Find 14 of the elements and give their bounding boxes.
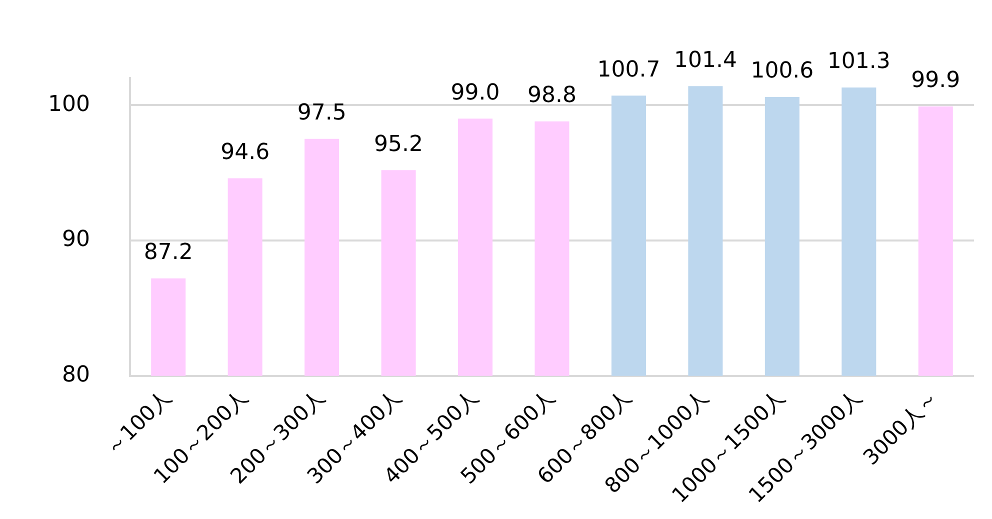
data-label: 87.2 <box>144 240 193 266</box>
data-label: 97.5 <box>297 100 346 126</box>
y-tick-label: 100 <box>48 92 90 117</box>
data-label: 99.0 <box>450 80 500 106</box>
data-label: 94.6 <box>220 140 270 165</box>
data-label: 99.9 <box>911 68 960 94</box>
data-label: 101.3 <box>827 49 890 74</box>
y-tick-label: 90 <box>62 227 90 252</box>
data-label: 95.2 <box>374 132 424 157</box>
data-label: 100.7 <box>597 57 660 82</box>
data-label: 98.8 <box>528 83 576 108</box>
data-label: 100.6 <box>750 58 814 84</box>
y-tick-label: 80 <box>62 362 90 388</box>
data-label: 101.4 <box>674 48 737 73</box>
